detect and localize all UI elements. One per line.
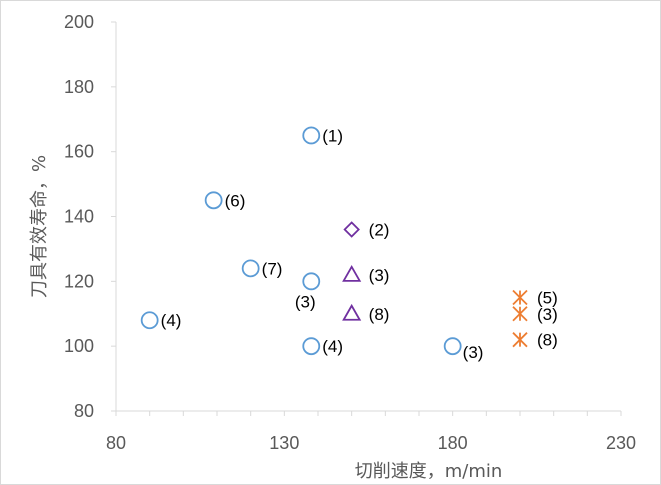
point-label: (5) [537, 289, 558, 308]
circle-marker [443, 337, 462, 356]
data-points [140, 126, 528, 356]
y-tick-label: 80 [74, 401, 94, 421]
circle-marker [241, 259, 260, 278]
triangle-marker [342, 265, 362, 282]
circle-marker [302, 337, 321, 356]
y-tick-label: 160 [64, 142, 94, 162]
point-label: (8) [537, 331, 558, 350]
y-tick-label: 100 [64, 336, 94, 356]
y-tick-label: 140 [64, 207, 94, 227]
circle-marker [302, 272, 321, 291]
star-marker [512, 332, 528, 348]
star-marker [512, 306, 528, 322]
y-tick-label: 120 [64, 271, 94, 291]
y-tick-label: 180 [64, 77, 94, 97]
point-label: (2) [369, 220, 390, 239]
point-label: (4) [322, 337, 343, 356]
star-marker [512, 289, 528, 306]
point-label: (3) [463, 343, 484, 362]
point-labels: (1)(6)(7)(3)(4)(4) (3)(2)(3)(8)(5)(3)(8) [161, 126, 558, 362]
circle-marker [302, 126, 321, 145]
point-label: (3) [295, 292, 316, 311]
point-label: (8) [369, 305, 390, 324]
point-label: (1) [322, 126, 343, 145]
point-label: (3) [369, 266, 390, 285]
circle-marker [140, 311, 159, 330]
x-tick-label: 130 [269, 433, 299, 453]
x-tick-label: 80 [106, 433, 126, 453]
y-tick-label: 200 [64, 12, 94, 32]
x-axis-title: 切削速度，m/min [355, 461, 503, 482]
x-tick-label: 230 [606, 433, 636, 453]
diamond-marker [343, 221, 360, 238]
x-tick-label: 180 [438, 433, 468, 453]
circle-marker [204, 191, 223, 210]
point-label: (4) [161, 311, 182, 330]
point-label: (6) [225, 191, 246, 210]
axes: 80 100 120 140 160 180 200 80 130 180 230 [64, 12, 636, 453]
triangle-marker [342, 303, 362, 321]
point-label: (3) [537, 305, 558, 324]
y-axis-title: 刀具有效寿命，% [29, 155, 50, 298]
point-label: (7) [262, 259, 283, 278]
